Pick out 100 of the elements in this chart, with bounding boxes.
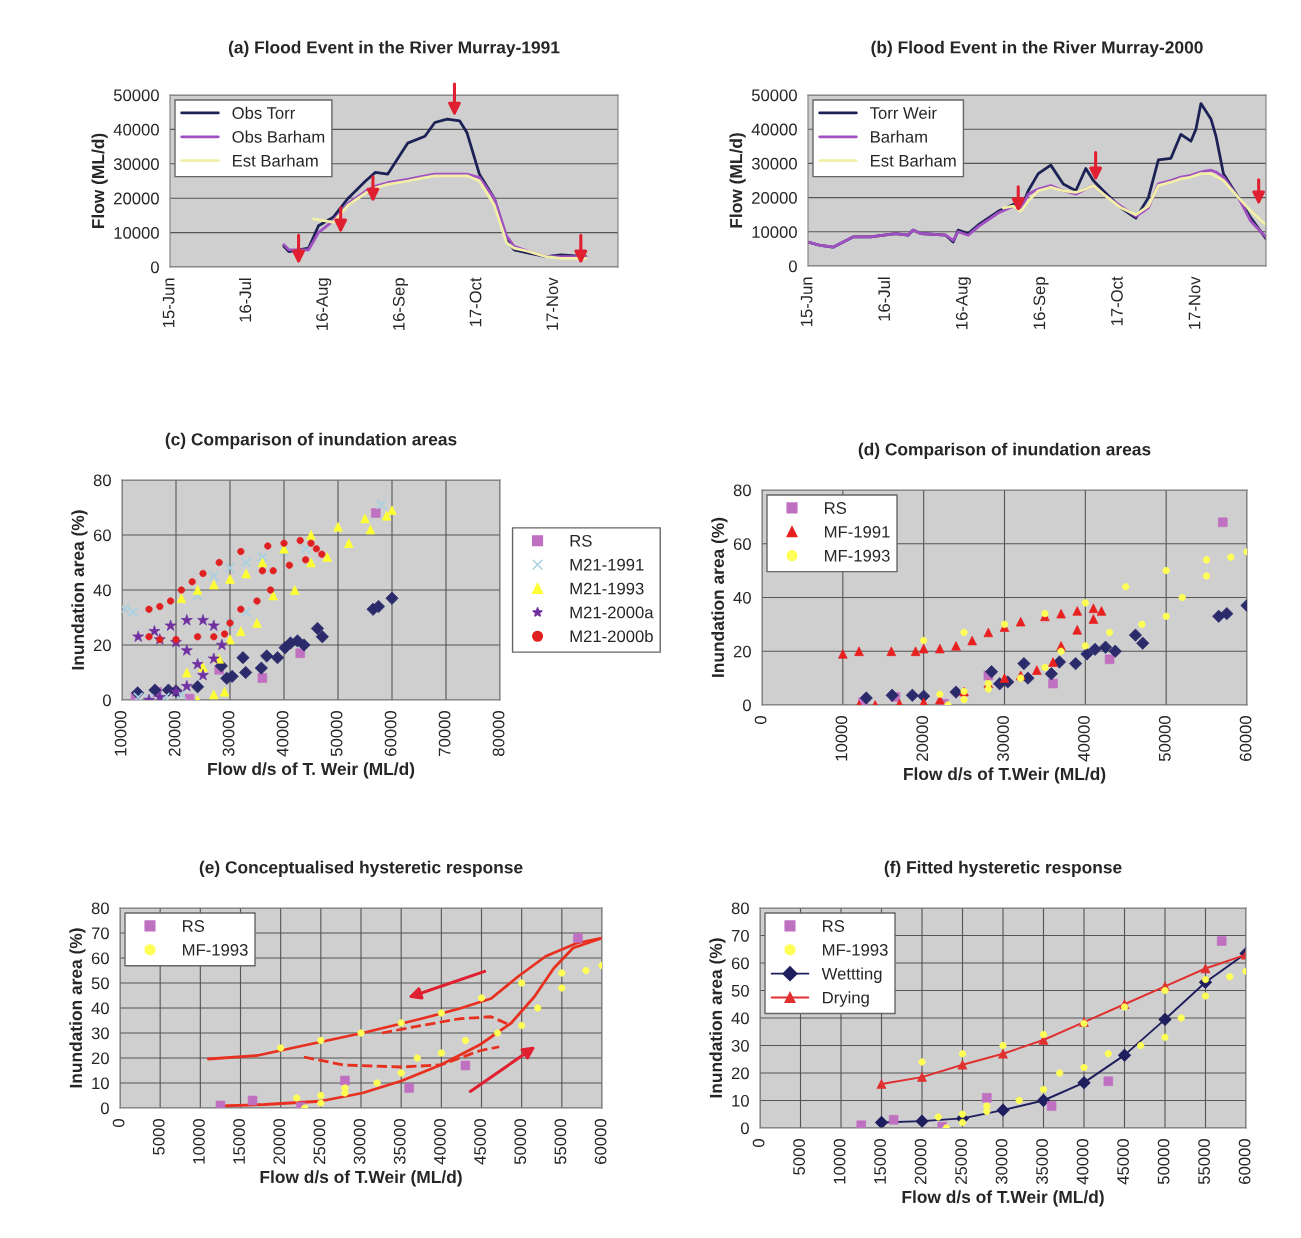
x-tick-label: 40000 bbox=[1076, 1139, 1089, 1185]
y-tick-label: 80 bbox=[731, 902, 749, 915]
x-tick-label: 16-Jul bbox=[238, 278, 252, 322]
y-tick-label: 10000 bbox=[114, 227, 159, 239]
x-tick-label: 17-Oct bbox=[1111, 276, 1123, 326]
x-tick-label: 30000 bbox=[222, 711, 235, 757]
x-tick-label: 20000 bbox=[273, 1119, 286, 1164]
y-tick-label: 20000 bbox=[752, 192, 797, 204]
x-tick-label: 15000 bbox=[874, 1139, 886, 1184]
y-tick-label: 0 bbox=[742, 699, 751, 712]
y-axis-title: Flow (ML/d) bbox=[729, 133, 746, 228]
x-tick-label: 60000 bbox=[1239, 716, 1252, 761]
x-tick-label: 15000 bbox=[233, 1119, 245, 1164]
y-tick-label: 20 bbox=[733, 645, 751, 658]
chart-title: (f) Fitted hysteretic response bbox=[884, 860, 1122, 877]
chart-title: (a) Flood Event in the River Murray-1991 bbox=[228, 40, 560, 57]
x-tick-label: 80000 bbox=[492, 711, 505, 757]
y-axis-title: Inundation area (%) bbox=[69, 928, 86, 1088]
x-tick-label: 16-Jul bbox=[877, 277, 891, 321]
legend-label: Torr Weir bbox=[870, 106, 937, 119]
y-tick-label: 40 bbox=[91, 1002, 109, 1015]
y-tick-label: 0 bbox=[102, 694, 111, 707]
y-tick-label: 20000 bbox=[114, 192, 159, 205]
legend-label: MF-1993 bbox=[823, 943, 888, 956]
y-tick-label: 20 bbox=[731, 1067, 749, 1080]
x-tick-label: 55000 bbox=[554, 1119, 567, 1165]
y-tick-label: 50000 bbox=[751, 89, 797, 102]
legend-label: RS bbox=[823, 920, 845, 932]
x-tick-label: 5000 bbox=[152, 1119, 165, 1155]
legend-label: Drying bbox=[823, 991, 869, 1007]
legend-label: Wettting bbox=[821, 967, 882, 983]
x-tick-label: 16-Aug bbox=[955, 277, 971, 329]
legend-label: RS bbox=[570, 534, 592, 547]
x-tick-label: 70000 bbox=[438, 711, 451, 756]
y-tick-label: 50 bbox=[731, 984, 749, 997]
x-tick-label: 25000 bbox=[955, 1139, 967, 1184]
y-tick-label: 10 bbox=[732, 1094, 749, 1107]
x-tick-label: 10000 bbox=[835, 716, 848, 761]
legend-label: M21-2000a bbox=[570, 606, 654, 619]
y-tick-label: 40 bbox=[731, 1012, 749, 1025]
y-tick-label: 0 bbox=[150, 261, 159, 274]
legend-label: RS bbox=[825, 502, 847, 514]
y-tick-label: 60 bbox=[733, 538, 751, 550]
y-axis-title: Flow (ML/d) bbox=[91, 133, 108, 229]
y-tick-label: 40 bbox=[733, 591, 751, 604]
x-tick-label: 45000 bbox=[1117, 1139, 1129, 1185]
x-tick-label: 45000 bbox=[474, 1119, 486, 1165]
y-tick-label: 30000 bbox=[113, 158, 159, 170]
x-tick-label: 5000 bbox=[793, 1139, 805, 1175]
chart-title: (d) Comparison of inundation areas bbox=[858, 442, 1151, 459]
x-tick-label: 30000 bbox=[353, 1119, 366, 1165]
y-tick-label: 80 bbox=[93, 474, 111, 487]
chart-title: (b) Flood Event in the River Murray-2000 bbox=[871, 40, 1203, 57]
legend-label: RS bbox=[183, 920, 205, 932]
y-tick-label: 40000 bbox=[751, 123, 797, 136]
x-tick-label: 50000 bbox=[514, 1119, 527, 1165]
y-tick-label: 50 bbox=[91, 977, 109, 990]
y-tick-label: 0 bbox=[788, 260, 797, 273]
x-tick-label: 17-Oct bbox=[469, 277, 482, 327]
x-tick-label: 15-Jun bbox=[162, 278, 175, 328]
legend-label: MF-1991 bbox=[825, 525, 890, 538]
x-tick-label: 20000 bbox=[914, 1139, 927, 1184]
y-axis-title: Inundation area (%) bbox=[71, 510, 88, 670]
legend-label: Obs Torr bbox=[232, 106, 295, 119]
x-tick-label: 60000 bbox=[384, 711, 397, 756]
x-tick-label: 30000 bbox=[995, 1139, 1008, 1185]
x-tick-label: 50000 bbox=[1158, 716, 1171, 762]
legend-label: MF-1993 bbox=[825, 549, 890, 562]
y-tick-label: 60 bbox=[93, 529, 111, 542]
y-tick-label: 70 bbox=[731, 929, 749, 942]
x-tick-label: 16-Sep bbox=[392, 278, 408, 330]
y-tick-label: 70 bbox=[91, 927, 109, 940]
y-tick-label: 10 bbox=[92, 1077, 109, 1090]
y-tick-label: 30 bbox=[91, 1027, 109, 1040]
x-tick-label: 20000 bbox=[916, 716, 929, 761]
legend-label: Obs Barham bbox=[232, 130, 325, 143]
legend-label: M21-2000b bbox=[570, 629, 653, 643]
x-tick-label: 30000 bbox=[997, 716, 1009, 762]
x-tick-label: 10000 bbox=[193, 1119, 205, 1164]
x-axis-title: Flow d/s of T.Weir (ML/d) bbox=[902, 1190, 1104, 1207]
chart-title: (c) Comparison of inundation areas bbox=[165, 432, 457, 449]
legend-label: Est Barham bbox=[871, 154, 956, 167]
x-tick-label: 16-Aug bbox=[316, 278, 332, 330]
y-axis-title: Inundation area (%) bbox=[709, 938, 726, 1098]
y-tick-label: 40000 bbox=[113, 123, 159, 136]
y-tick-label: 50000 bbox=[113, 89, 159, 102]
y-tick-label: 80 bbox=[733, 484, 751, 497]
y-tick-label: 30 bbox=[731, 1039, 749, 1052]
y-tick-label: 20 bbox=[93, 639, 111, 652]
x-tick-label: 35000 bbox=[1036, 1139, 1048, 1185]
legend-label: M21-1993 bbox=[570, 582, 644, 595]
x-tick-label: 60000 bbox=[1238, 1139, 1251, 1184]
x-tick-label: 40000 bbox=[434, 1119, 446, 1165]
x-tick-label: 15-Jun bbox=[800, 277, 813, 327]
x-tick-label: 17-Nov bbox=[1188, 276, 1201, 329]
y-tick-label: 40 bbox=[93, 584, 111, 597]
y-tick-label: 20 bbox=[91, 1052, 109, 1065]
x-tick-label: 50000 bbox=[1157, 1139, 1170, 1185]
y-tick-label: 80 bbox=[91, 902, 109, 915]
x-tick-label: 25000 bbox=[313, 1119, 326, 1164]
